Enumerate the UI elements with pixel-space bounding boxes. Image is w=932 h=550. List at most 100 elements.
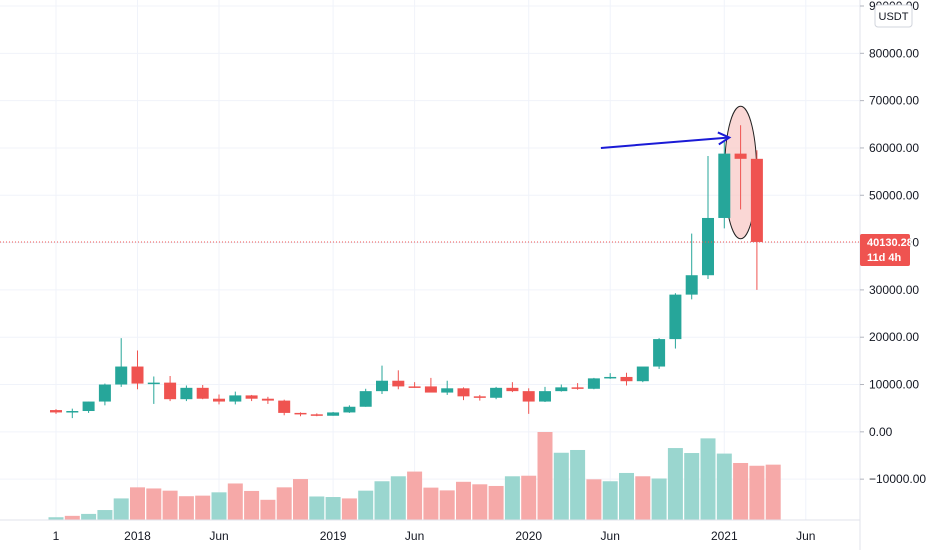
candle-body [555, 387, 568, 392]
volume-bar [211, 492, 227, 520]
candle-body [196, 387, 209, 399]
candle-body [473, 396, 486, 398]
candle-body [408, 386, 421, 388]
candle-body [620, 376, 633, 382]
volume-bar [716, 453, 732, 520]
candle-body [343, 406, 356, 413]
volume-bar [472, 484, 488, 520]
volume-bar [113, 498, 129, 520]
candle-body [750, 158, 763, 242]
price-tick-label: 30000.00 [869, 283, 919, 297]
candle-body [82, 401, 95, 412]
candle-body [571, 387, 584, 389]
price-tick-label: 60000.00 [869, 141, 919, 155]
volume-bar [635, 476, 651, 520]
volume-bar [64, 515, 80, 520]
unit-label: USDT [879, 11, 909, 23]
price-tick-label: 80000.00 [869, 46, 919, 60]
volume-bar [48, 517, 64, 520]
candle-body [245, 395, 258, 399]
volume-bar [586, 479, 602, 520]
candlesticks [50, 125, 763, 419]
price-badge-countdown: 11d 4h [867, 252, 902, 264]
volume-bar [504, 476, 520, 520]
volume-bar [407, 471, 423, 520]
chart-grid [0, 0, 860, 520]
volume-bar [244, 490, 260, 520]
volume-bar [97, 510, 113, 520]
volume-bar [293, 479, 308, 520]
volume-bar [276, 487, 292, 520]
volume-bar [178, 496, 194, 520]
volume-bar [195, 495, 211, 520]
volume-bar [162, 490, 178, 520]
candle-body [98, 384, 111, 402]
candle-body [702, 217, 714, 276]
volume-bar [765, 464, 781, 520]
volume-bars [48, 432, 781, 520]
candle-body [327, 412, 340, 416]
volume-bar [146, 488, 162, 520]
arrow-line [600, 136, 730, 149]
volume-bar [423, 487, 439, 520]
time-tick-label: Jun [209, 529, 228, 543]
volume-bar [81, 513, 97, 520]
candle-body [718, 153, 731, 218]
candle-body [653, 339, 666, 367]
candle-body [685, 275, 698, 295]
arrow-head [717, 131, 732, 146]
candle-body [376, 380, 388, 392]
candle-body [229, 395, 242, 402]
volume-bar [260, 499, 276, 520]
time-tick-label: 2019 [320, 529, 347, 543]
candle-body [310, 414, 323, 416]
volume-bar [488, 485, 504, 520]
price-tick-label: −10000.00 [869, 472, 926, 486]
time-tick-label: Jun [796, 529, 815, 543]
volume-bar [227, 483, 243, 520]
volume-bar [439, 490, 455, 520]
volume-bar [390, 476, 406, 520]
price-badge: 40130.28 11d 4h [860, 233, 913, 266]
candle-body [359, 391, 372, 407]
candle-body [522, 391, 535, 402]
time-axis[interactable]: 1 2018 Jun 2019 Jun 2020 Jun 2021 Jun [0, 519, 860, 543]
drawing-annotations [600, 131, 732, 149]
unit-label-box[interactable]: USDT [874, 4, 913, 28]
volume-bar [570, 449, 586, 520]
candle-body [115, 366, 128, 385]
volume-bar [733, 462, 749, 520]
volume-bar [619, 472, 634, 520]
candle-body [66, 411, 79, 413]
price-tick-label: 70000.00 [869, 94, 919, 108]
candle-body [490, 387, 503, 398]
volume-bar [309, 496, 325, 520]
time-tick-label: 2020 [515, 529, 542, 543]
candle-body [604, 376, 617, 379]
volume-bar [341, 498, 357, 520]
candle-body [294, 412, 307, 415]
candle-body [147, 382, 160, 385]
time-tick-label: 1 [53, 529, 60, 543]
candle-body [50, 410, 62, 413]
candle-body [587, 378, 600, 389]
volume-bar [537, 432, 553, 520]
volume-bar [749, 465, 765, 520]
candle-body [457, 388, 470, 397]
candle-body [636, 366, 649, 382]
candle-body [261, 398, 274, 401]
volume-bar [700, 438, 716, 520]
volume-bar [456, 481, 471, 520]
candle-body [424, 386, 437, 393]
price-axis[interactable]: 90000.0080000.0070000.0060000.0050000.00… [859, 0, 926, 550]
volume-bar [374, 481, 390, 520]
price-tick-label: 50000.00 [869, 188, 919, 202]
candle-body [506, 387, 519, 392]
volume-bar [358, 490, 374, 520]
candle-body [392, 380, 405, 387]
time-tick-label: 2018 [124, 529, 151, 543]
price-tick-label: 20000.00 [869, 330, 919, 344]
candle-body [539, 391, 551, 402]
candle-body [164, 382, 177, 400]
